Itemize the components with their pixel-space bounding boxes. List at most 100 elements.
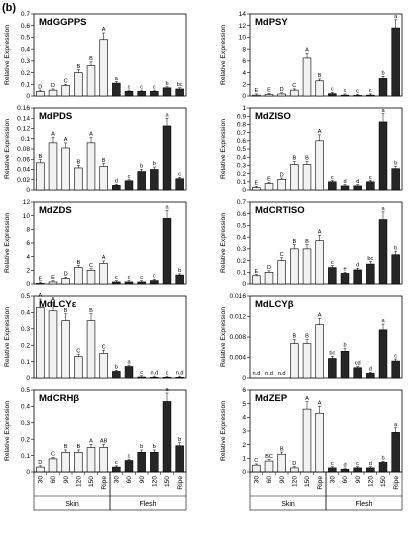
skin-bar bbox=[290, 343, 299, 379]
y-tick-label: 8 bbox=[242, 46, 246, 53]
y-tick-label: 0.1 bbox=[21, 359, 30, 366]
significance-label: B bbox=[64, 444, 68, 450]
x-tick-label: 150 bbox=[88, 476, 95, 487]
skin-bar bbox=[61, 452, 70, 473]
skin-bar bbox=[302, 164, 312, 191]
flesh-bar bbox=[175, 445, 184, 473]
y-tick-label: 0.5 bbox=[21, 35, 30, 42]
y-tick-label: 8 bbox=[26, 227, 30, 234]
plot-frame bbox=[249, 13, 403, 97]
significance-label: b bbox=[394, 160, 397, 166]
skin-bar bbox=[252, 187, 261, 191]
significance-label: c bbox=[331, 461, 334, 467]
y-tick-label: 0.7 bbox=[237, 199, 246, 206]
skin-bar bbox=[36, 466, 45, 473]
x-tick-label: 60 bbox=[126, 476, 133, 484]
skin-bar bbox=[302, 248, 312, 285]
significance-label: b bbox=[140, 164, 143, 170]
skin-bar bbox=[86, 320, 96, 379]
significance-label: cd bbox=[355, 361, 361, 367]
significance-label: a bbox=[394, 422, 398, 428]
significance-label: B bbox=[38, 154, 42, 160]
significance-label: b bbox=[165, 81, 168, 87]
significance-label: E bbox=[254, 181, 258, 187]
y-tick-label: 0.7 bbox=[21, 11, 30, 18]
skin-bar bbox=[48, 89, 58, 97]
y-axis-label: Relative Expression bbox=[4, 213, 11, 273]
significance-label: a bbox=[165, 387, 169, 393]
y-axis-label: Relative Expression bbox=[220, 119, 227, 179]
significance-label: A bbox=[102, 27, 106, 33]
significance-label: c bbox=[153, 84, 156, 90]
y-tick-label: 12 bbox=[239, 23, 247, 30]
chart-title: MdLCYε bbox=[39, 299, 77, 310]
flesh-bar bbox=[366, 181, 375, 191]
y-tick-label: 10 bbox=[239, 35, 247, 42]
significance-label: c bbox=[153, 274, 156, 280]
y-tick-label: 0.9 bbox=[237, 113, 246, 120]
y-tick-label: 0.1 bbox=[237, 179, 246, 186]
flesh-bar bbox=[137, 376, 146, 379]
significance-label: E bbox=[267, 88, 271, 94]
significance-label: e bbox=[343, 266, 346, 272]
significance-label: a bbox=[381, 206, 385, 212]
significance-label: b bbox=[394, 245, 397, 251]
significance-label: E bbox=[254, 88, 258, 94]
y-tick-label: 2 bbox=[242, 442, 246, 449]
significance-label: c bbox=[394, 353, 397, 359]
flesh-bar bbox=[366, 467, 375, 473]
x-tick-label: 120 bbox=[76, 476, 83, 487]
skin-bar bbox=[290, 248, 299, 285]
skin-bar bbox=[61, 320, 70, 379]
significance-label: b bbox=[381, 71, 384, 77]
y-tick-label: 0.1 bbox=[21, 453, 30, 460]
y-tick-label: 0.7 bbox=[237, 130, 246, 137]
y-tick-label: 0.3 bbox=[21, 58, 30, 65]
skin-bar bbox=[264, 94, 274, 97]
significance-label: E bbox=[254, 269, 258, 275]
y-tick-label: 0.5 bbox=[237, 223, 246, 230]
flesh-bar bbox=[391, 168, 400, 191]
significance-label: a bbox=[394, 14, 398, 20]
chart-title: MdZEP bbox=[255, 393, 288, 404]
x-tick-label: 90 bbox=[63, 476, 70, 484]
y-tick-label: 0.8 bbox=[237, 122, 246, 129]
skin-bar bbox=[302, 343, 312, 379]
x-tick-label: 30 bbox=[330, 476, 337, 484]
skin-bar bbox=[99, 263, 108, 285]
x-tick-label: 60 bbox=[50, 476, 57, 484]
flesh-bar bbox=[391, 432, 400, 473]
flesh-bar bbox=[137, 281, 146, 285]
flesh-bar bbox=[328, 93, 337, 97]
significance-label: c bbox=[331, 260, 334, 266]
x-tick-label: 60 bbox=[342, 476, 349, 484]
y-tick-label: 1 bbox=[242, 105, 246, 112]
y-tick-label: 0.1 bbox=[21, 81, 30, 88]
significance-label: c bbox=[331, 87, 334, 93]
flesh-bar bbox=[353, 185, 362, 191]
significance-label: B bbox=[76, 64, 80, 70]
skin-bar bbox=[252, 464, 261, 473]
y-tick-label: 0.06 bbox=[17, 156, 30, 163]
y-tick-label: 3 bbox=[242, 428, 246, 435]
flesh-bar bbox=[340, 185, 350, 191]
skin-bar bbox=[264, 460, 274, 473]
flesh-bar bbox=[162, 401, 172, 473]
y-tick-label: 0.2 bbox=[237, 171, 246, 178]
y-tick-label: 0.02 bbox=[17, 177, 30, 184]
significance-label: B bbox=[280, 446, 284, 452]
flesh-bar bbox=[124, 91, 134, 97]
plot-frame bbox=[33, 295, 187, 379]
x-tick-label: 120 bbox=[292, 476, 299, 487]
significance-label: A bbox=[51, 131, 55, 137]
significance-label: d bbox=[115, 178, 118, 184]
significance-label: B bbox=[89, 56, 93, 62]
significance-label: BC bbox=[265, 454, 273, 460]
significance-label: B bbox=[305, 334, 309, 340]
significance-label: d bbox=[369, 366, 372, 372]
flesh-bar bbox=[162, 125, 172, 191]
skin-bar bbox=[99, 447, 108, 473]
skin-bar bbox=[277, 179, 286, 191]
significance-label: c bbox=[178, 172, 181, 178]
